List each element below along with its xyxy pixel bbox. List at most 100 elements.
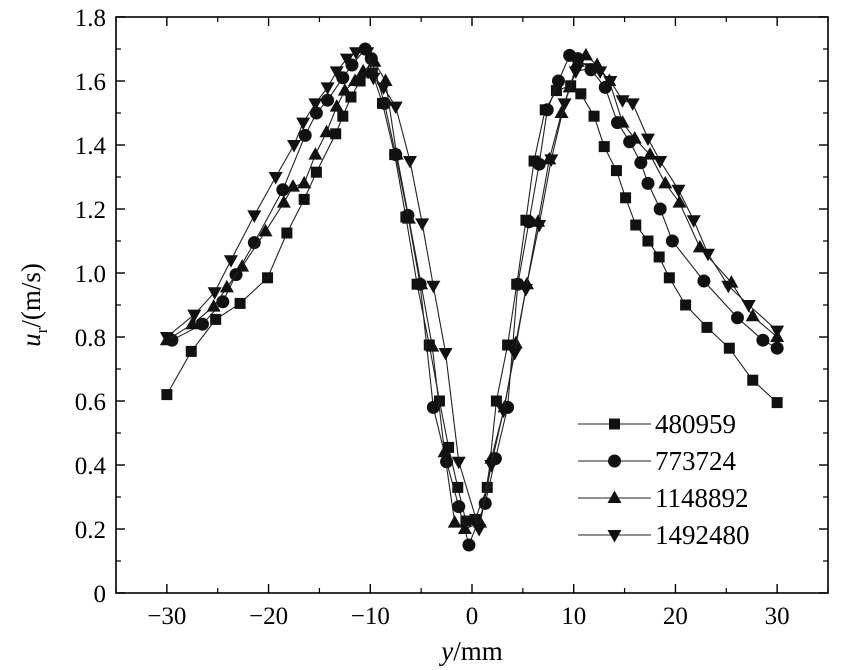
data-point [308, 98, 323, 111]
data-point [360, 47, 375, 60]
x-tick-label: −10 [351, 603, 390, 630]
data-point [653, 156, 668, 169]
data-point [570, 54, 585, 67]
data-point [296, 117, 311, 131]
data-point [401, 211, 416, 224]
data-point [216, 295, 230, 309]
data-point [443, 441, 455, 453]
data-point [672, 195, 687, 208]
data-point [641, 176, 655, 190]
data-point [642, 235, 654, 247]
data-point [756, 333, 770, 347]
data-point [620, 192, 632, 204]
data-point [741, 300, 756, 313]
data-point [490, 395, 502, 407]
data-point [308, 147, 323, 160]
data-point [336, 71, 350, 85]
data-point [258, 223, 273, 237]
data-point [588, 110, 600, 122]
x-axis-label: y/mm [438, 636, 503, 666]
data-point [615, 115, 630, 128]
data-point [554, 105, 569, 118]
data-point [309, 106, 323, 120]
data-point [378, 96, 392, 110]
x-tick-label: 20 [663, 603, 688, 630]
data-point [210, 313, 222, 325]
data-point [462, 538, 476, 552]
data-point [610, 165, 622, 177]
data-point [469, 513, 481, 525]
data-point [575, 88, 587, 100]
data-point [319, 124, 334, 138]
legend-marker [607, 490, 622, 503]
data-point [223, 255, 238, 268]
legend-label: 1148892 [655, 483, 749, 513]
legend-marker [607, 530, 622, 543]
data-point [320, 82, 335, 95]
data-point [700, 248, 715, 262]
legend-label: 773724 [655, 446, 737, 476]
legend-entry: 1148892 [578, 483, 749, 513]
data-point [298, 128, 312, 142]
x-tick-label: −20 [249, 603, 288, 630]
data-point [349, 47, 364, 60]
data-point [502, 339, 514, 351]
data-point [452, 500, 466, 514]
data-point [747, 374, 759, 386]
data-point [630, 219, 642, 231]
data-point [625, 98, 640, 111]
legend: 480959 773724 1148892 1492480 [578, 409, 750, 550]
data-point [721, 280, 736, 294]
data-point [297, 175, 312, 189]
data-point [603, 76, 618, 89]
data-point [658, 175, 673, 189]
data-point [451, 456, 466, 470]
data-point [285, 179, 300, 192]
data-point [593, 66, 608, 79]
data-point [562, 79, 577, 93]
data-point [540, 103, 554, 117]
y-tick-label: 0.2 [75, 517, 106, 544]
data-point [578, 47, 593, 61]
data-point [367, 54, 382, 67]
data-point [207, 287, 222, 300]
data-point [723, 342, 735, 354]
data-point [730, 311, 744, 325]
y-tick-label: 0.6 [75, 389, 106, 416]
data-point [376, 82, 391, 95]
axes: −30 −20 −10 0 10 20 30 0 0.2 0.4 0.6 0.8 1.0 1.2 1.4 1.… [16, 5, 829, 666]
data-point [627, 131, 642, 144]
data-point [680, 299, 692, 311]
data-point [185, 316, 200, 330]
y-tick-label: 0.4 [75, 453, 107, 480]
data-point [276, 183, 290, 197]
data-point [219, 279, 234, 293]
data-point [161, 389, 173, 401]
data-point [701, 321, 713, 333]
data-point [329, 99, 344, 112]
y-axis-variable: u [16, 333, 46, 347]
data-point [235, 259, 250, 272]
data-point [447, 515, 462, 528]
data-point [568, 66, 583, 79]
data-point [321, 93, 335, 107]
legend-marker [608, 454, 621, 468]
data-point [337, 110, 349, 122]
data-point [426, 280, 441, 294]
data-point [551, 74, 565, 88]
data-point [496, 405, 511, 419]
data-point [532, 220, 547, 233]
data-point [770, 341, 784, 355]
data-point [329, 66, 344, 79]
legend-label: 1492480 [655, 520, 750, 550]
data-point [339, 53, 354, 67]
data-point [584, 63, 599, 76]
data-point [686, 215, 701, 228]
data-point [518, 284, 533, 297]
legend-entry: 1492480 [578, 520, 750, 550]
legend-marker [609, 418, 620, 430]
y-tick-label: 0.8 [75, 325, 106, 352]
data-point [281, 227, 293, 239]
data-point [337, 83, 352, 96]
data-point [345, 91, 357, 103]
